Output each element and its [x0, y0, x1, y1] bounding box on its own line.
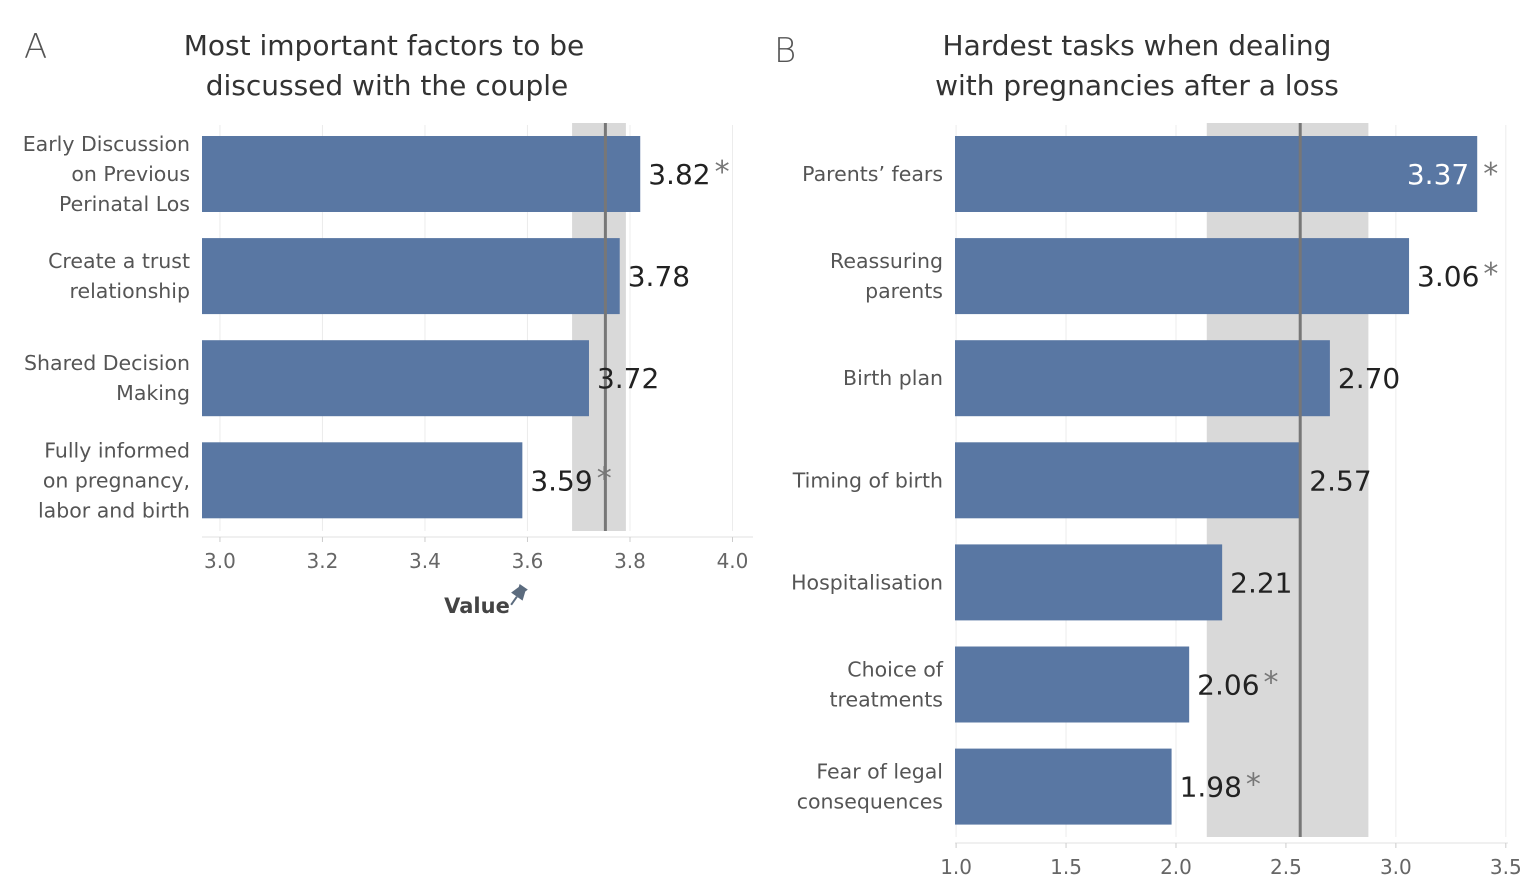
bar: [202, 340, 589, 417]
value-label: 2.70: [1338, 362, 1400, 395]
category-label: Fear of legal: [816, 760, 943, 784]
significance-star: *: [715, 155, 730, 190]
bar: [955, 442, 1302, 519]
value-label: 2.57: [1309, 464, 1371, 497]
category-label: relationship: [70, 279, 191, 303]
x-tick-label: 1.0: [940, 855, 972, 879]
value-label: 3.78: [628, 260, 690, 293]
value-label: 3.59: [530, 464, 592, 497]
bar: [955, 646, 1190, 723]
value-label: 3.06: [1417, 260, 1479, 293]
category-label: on Previous: [71, 162, 190, 186]
panel-a-title-line-2: discussed with the couple: [206, 69, 569, 102]
value-label: 1.98: [1180, 771, 1242, 804]
significance-star: *: [1264, 666, 1279, 701]
category-label: Early Discussion: [23, 132, 190, 156]
value-label: 3.37: [1407, 158, 1469, 191]
x-tick-label: 3.6: [512, 549, 544, 573]
category-label: Making: [116, 381, 190, 405]
category-label: on pregnancy,: [43, 468, 190, 492]
significance-star: *: [1483, 157, 1498, 192]
pin-icon[interactable]: [505, 583, 529, 609]
bar: [955, 136, 1478, 212]
category-label: Hospitalisation: [791, 570, 943, 594]
x-tick-label: 4.0: [717, 549, 749, 573]
category-label: labor and birth: [38, 498, 190, 522]
panel-b-title-line-2: with pregnancies after a loss: [935, 69, 1339, 102]
x-axis-title: Value: [444, 594, 510, 618]
panel-a-letter: A: [24, 27, 47, 67]
bar: [202, 442, 523, 519]
category-label: Fully informed: [44, 438, 190, 462]
panel-b-title-line-1: Hardest tasks when dealing: [943, 29, 1332, 62]
panel-b: B Hardest tasks when dealing with pregna…: [774, 29, 1522, 879]
bar: [955, 238, 1410, 315]
category-label: parents: [865, 279, 943, 303]
x-tick-label: 3.0: [1380, 855, 1412, 879]
x-tick-label: 3.5: [1490, 855, 1522, 879]
x-tick-label: 3.2: [307, 549, 339, 573]
x-tick-label: 3.4: [409, 549, 441, 573]
value-label: 3.82: [648, 158, 710, 191]
bar: [955, 544, 1223, 621]
x-tick-label: 2.5: [1270, 855, 1302, 879]
category-label: Reassuring: [830, 249, 943, 273]
value-label: 2.06: [1197, 669, 1259, 702]
x-tick-label: 1.5: [1050, 855, 1082, 879]
category-label: Parents’ fears: [802, 162, 943, 186]
value-label: 2.21: [1230, 566, 1292, 599]
category-label: treatments: [829, 688, 943, 712]
bar: [202, 136, 641, 212]
category-label: Choice of: [847, 658, 943, 682]
significance-star: *: [1246, 768, 1261, 803]
bar: [955, 340, 1330, 417]
category-label: Create a trust: [48, 249, 190, 273]
panel-b-letter: B: [774, 31, 796, 71]
panel-a: A Most important factors to be discussed…: [23, 27, 753, 618]
category-label: Birth plan: [843, 366, 943, 390]
bar: [955, 748, 1172, 825]
category-label: Timing of birth: [792, 468, 943, 492]
bar: [202, 238, 620, 315]
category-label: Perinatal Los: [59, 192, 190, 216]
x-tick-label: 3.8: [614, 549, 646, 573]
panel-b-plot: 3.37 *3.06 *2.702.572.212.06 *1.98 *Parents’…: [791, 123, 1522, 879]
panel-a-title-line-1: Most important factors to be: [184, 29, 585, 62]
significance-star: *: [1483, 257, 1498, 292]
value-label: 3.72: [597, 362, 659, 395]
category-label: Shared Decision: [24, 351, 190, 375]
category-label: consequences: [797, 790, 943, 814]
x-tick-label: 2.0: [1160, 855, 1192, 879]
significance-star: *: [597, 461, 612, 496]
x-tick-label: 3.0: [204, 549, 236, 573]
